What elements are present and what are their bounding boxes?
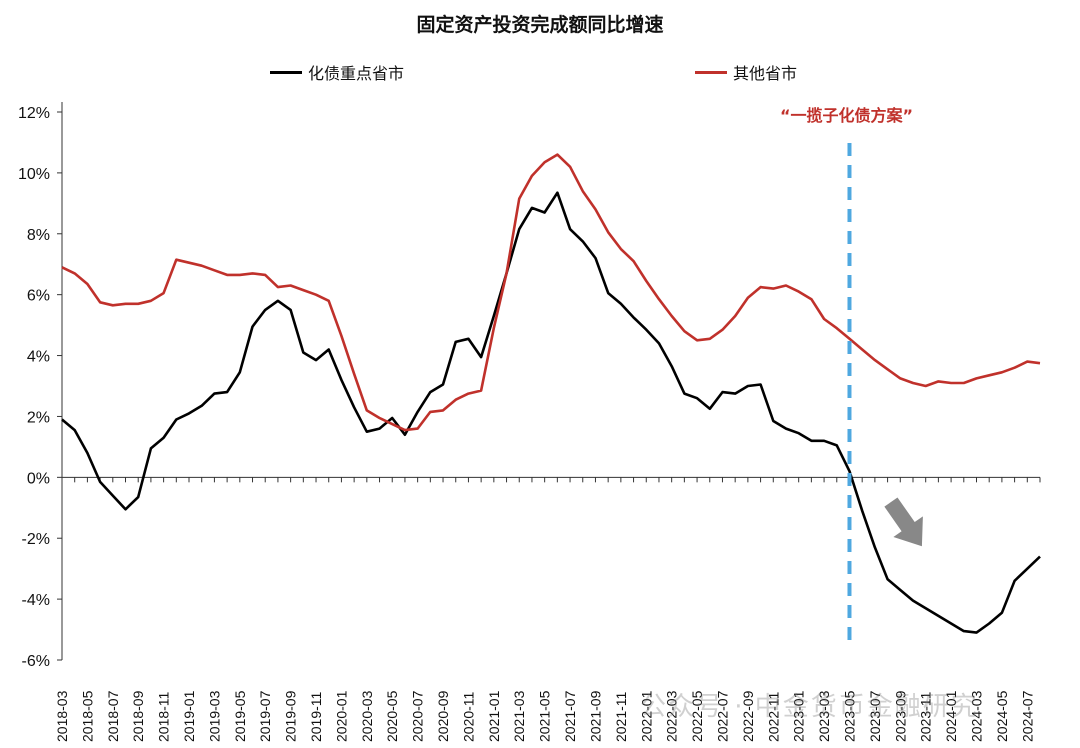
x-tick-label: 2021-07: [562, 690, 578, 742]
trend-arrow-icon: [884, 497, 923, 547]
x-tick-label: 2021-01: [486, 690, 502, 742]
x-tick-label: 2020-09: [435, 690, 451, 742]
x-tick-label: 2024-01: [943, 690, 959, 742]
y-tick-label: 0%: [27, 470, 50, 487]
watermark: 公众号 · 中金货币金融研究: [640, 692, 979, 722]
series-line-2: [61, 153, 1041, 432]
x-tick-label: 2020-03: [359, 690, 375, 742]
x-tick-label: 2020-01: [333, 690, 349, 742]
x-tick-label: 2024-05: [994, 690, 1010, 742]
legend-label-series-2: 其他省市: [733, 64, 798, 83]
x-tick-label: 2023-11: [918, 691, 934, 742]
x-tick-label: 2022-01: [638, 690, 654, 742]
x-tick-label: 2021-09: [587, 690, 603, 742]
series-line-1: [61, 191, 1041, 634]
x-tick-label: 2021-11: [613, 691, 629, 742]
legend-swatch-series-1: [270, 70, 302, 74]
y-tick-label: 10%: [18, 166, 50, 183]
x-tick-label: 2019-09: [283, 690, 299, 742]
trend-arrow-shape: [884, 497, 923, 547]
y-tick-label: 4%: [27, 349, 50, 366]
x-tick-label: 2018-03: [54, 690, 70, 742]
x-tick-label: 2023-05: [841, 690, 857, 742]
x-tick-label: 2022-07: [714, 690, 730, 742]
x-tick-label: 2024-07: [1019, 690, 1035, 742]
x-tick-label: 2019-11: [308, 691, 324, 742]
x-tick-label: 2023-09: [892, 690, 908, 742]
legend-item-series-1: 化债重点省市: [270, 60, 404, 84]
legend-item-series-2: 其他省市: [695, 60, 797, 84]
x-tick-label: 2020-05: [384, 690, 400, 742]
y-tick-label: 6%: [27, 288, 50, 305]
x-tick-label: 2019-03: [206, 690, 222, 742]
policy-annotation: “一揽子化债方案”: [780, 106, 914, 125]
y-tick-label: 8%: [27, 227, 50, 244]
x-tick-label: 2022-03: [664, 690, 680, 742]
y-tick-label: 12%: [18, 105, 50, 122]
x-tick-label: 2018-09: [130, 690, 146, 742]
x-tick-label: 2023-03: [816, 690, 832, 742]
y-tick-label: -4%: [22, 592, 50, 609]
x-tick-label: 2021-05: [537, 690, 553, 742]
x-tick-label: 2020-11: [460, 691, 476, 742]
x-tick-label: 2022-09: [740, 690, 756, 742]
x-tick-label: 2021-03: [511, 690, 527, 742]
x-tick-label: 2023-01: [791, 690, 807, 742]
x-tick-label: 2019-01: [181, 690, 197, 742]
x-tick-label: 2022-05: [689, 690, 705, 742]
x-tick-label: 2019-05: [232, 690, 248, 742]
x-tick-label: 2020-07: [410, 690, 426, 742]
y-tick-label: -6%: [22, 653, 50, 670]
x-tick-label: 2019-07: [257, 690, 273, 742]
x-tick-label: 2024-03: [968, 690, 984, 742]
x-tick-label: 2023-07: [867, 690, 883, 742]
x-tick-label: 2018-11: [156, 691, 172, 742]
x-tick-label: 2018-07: [105, 690, 121, 742]
chart-title: 固定资产投资完成额同比增速: [416, 14, 664, 36]
x-tick-label: 2022-11: [765, 691, 781, 742]
legend-swatch-series-2: [695, 70, 727, 74]
x-tick-label: 2018-05: [79, 690, 95, 742]
y-tick-label: -2%: [22, 531, 50, 548]
y-tick-label: 2%: [27, 409, 50, 426]
legend-label-series-1: 化债重点省市: [308, 64, 405, 83]
